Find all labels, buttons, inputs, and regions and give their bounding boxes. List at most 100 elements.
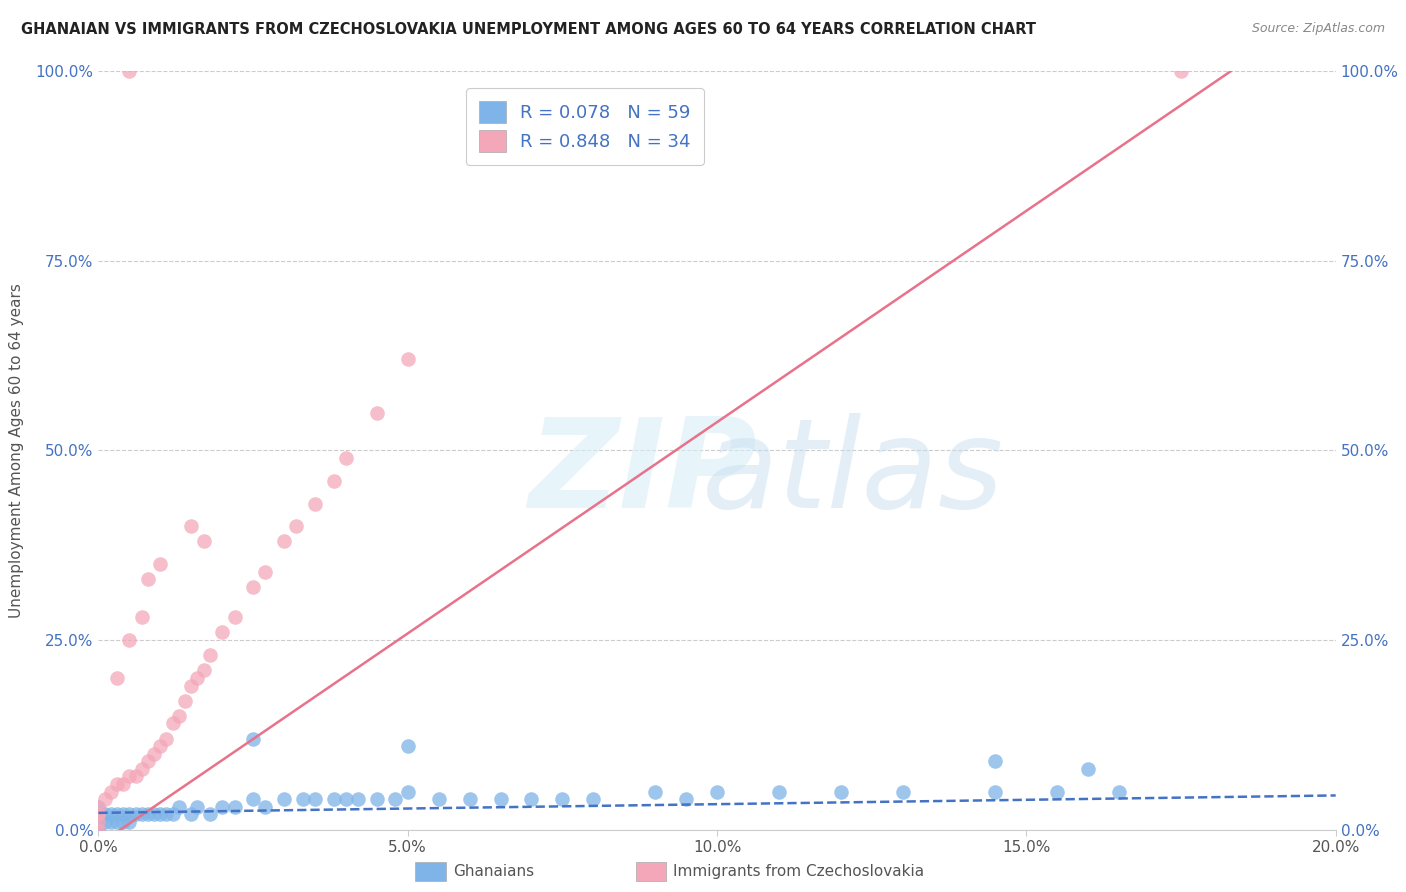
Point [193,664,215,678]
Point [87,822,110,837]
Point [118,64,141,78]
Point [100,785,122,799]
Y-axis label: Unemployment Among Ages 60 to 64 years: Unemployment Among Ages 60 to 64 years [10,283,24,618]
Point [273,792,295,806]
Point [242,731,264,746]
Point [124,769,146,784]
Point [131,762,153,776]
Point [167,708,190,723]
Point [87,800,110,814]
Point [87,807,110,822]
Point [174,694,197,708]
Point [100,815,122,830]
Point [118,815,141,830]
Point [984,755,1007,769]
Point [458,792,481,806]
Point [768,785,790,799]
Point [211,800,233,814]
Point [1108,785,1130,799]
Point [87,815,110,830]
Point [304,792,326,806]
Point [582,792,605,806]
Point [100,807,122,822]
Point [1046,785,1069,799]
Point [291,792,314,806]
Text: atlas: atlas [702,413,1004,533]
Point [118,807,141,822]
Point [322,792,344,806]
Text: ZIP: ZIP [529,413,758,533]
Point [87,807,110,822]
Point [1170,64,1192,78]
Point [366,792,388,806]
Point [131,610,153,624]
Point [105,671,128,685]
Point [155,731,177,746]
Point [87,800,110,814]
Bar [636,862,666,881]
Point [87,815,110,830]
Point [143,807,166,822]
Point [891,785,914,799]
Point [143,747,166,761]
Point [285,519,308,533]
Point [427,792,450,806]
Legend: R = 0.078   N = 59, R = 0.848   N = 34: R = 0.078 N = 59, R = 0.848 N = 34 [467,88,703,164]
Point [186,800,208,814]
Point [131,807,153,822]
Point [984,785,1007,799]
Point [551,792,574,806]
Point [273,534,295,549]
Point [254,800,277,814]
Point [366,405,388,420]
Point [112,807,135,822]
Point [396,785,419,799]
Point [87,822,110,837]
Point [136,807,159,822]
Point [830,785,852,799]
Point [180,678,202,692]
Point [186,671,208,685]
Point [155,807,177,822]
Text: Ghanaians: Ghanaians [453,864,534,879]
Point [87,822,110,837]
Point [304,496,326,510]
Point [396,352,419,367]
Point [322,474,344,488]
Point [211,625,233,640]
Point [105,777,128,791]
Point [87,807,110,822]
Point [124,807,146,822]
Text: Source: ZipAtlas.com: Source: ZipAtlas.com [1251,22,1385,36]
Point [136,573,159,587]
Point [675,792,697,806]
Point [93,807,115,822]
Point [112,815,135,830]
Point [335,451,357,466]
Point [706,785,728,799]
Point [242,792,264,806]
Text: GHANAIAN VS IMMIGRANTS FROM CZECHOSLOVAKIA UNEMPLOYMENT AMONG AGES 60 TO 64 YEAR: GHANAIAN VS IMMIGRANTS FROM CZECHOSLOVAK… [21,22,1036,37]
Point [242,580,264,594]
Point [87,807,110,822]
Bar [415,862,446,881]
Point [118,633,141,648]
Point [112,777,135,791]
Point [87,822,110,837]
Point [87,822,110,837]
Point [93,792,115,806]
Point [93,815,115,830]
Point [1077,762,1099,776]
Point [118,769,141,784]
Point [162,807,184,822]
Point [105,807,128,822]
Point [149,739,172,753]
Point [347,792,370,806]
Point [162,716,184,731]
Point [224,610,246,624]
Point [396,739,419,753]
Point [180,519,202,533]
Point [180,807,202,822]
Point [384,792,406,806]
Point [224,800,246,814]
